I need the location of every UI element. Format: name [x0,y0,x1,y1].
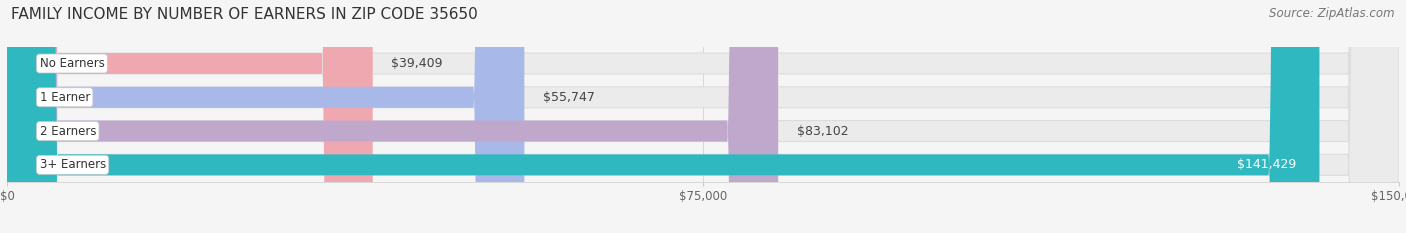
FancyBboxPatch shape [7,0,1399,233]
Text: FAMILY INCOME BY NUMBER OF EARNERS IN ZIP CODE 35650: FAMILY INCOME BY NUMBER OF EARNERS IN ZI… [11,7,478,22]
FancyBboxPatch shape [7,0,524,233]
Text: 1 Earner: 1 Earner [39,91,90,104]
Text: $39,409: $39,409 [391,57,443,70]
Text: 3+ Earners: 3+ Earners [39,158,105,171]
Text: $83,102: $83,102 [797,125,848,137]
Text: No Earners: No Earners [39,57,104,70]
FancyBboxPatch shape [7,0,373,233]
FancyBboxPatch shape [7,0,1399,233]
FancyBboxPatch shape [7,0,1319,233]
Text: $55,747: $55,747 [543,91,595,104]
Text: Source: ZipAtlas.com: Source: ZipAtlas.com [1270,7,1395,20]
Text: $141,429: $141,429 [1237,158,1296,171]
FancyBboxPatch shape [7,0,778,233]
FancyBboxPatch shape [7,0,1399,233]
Text: 2 Earners: 2 Earners [39,125,96,137]
FancyBboxPatch shape [7,0,1399,233]
